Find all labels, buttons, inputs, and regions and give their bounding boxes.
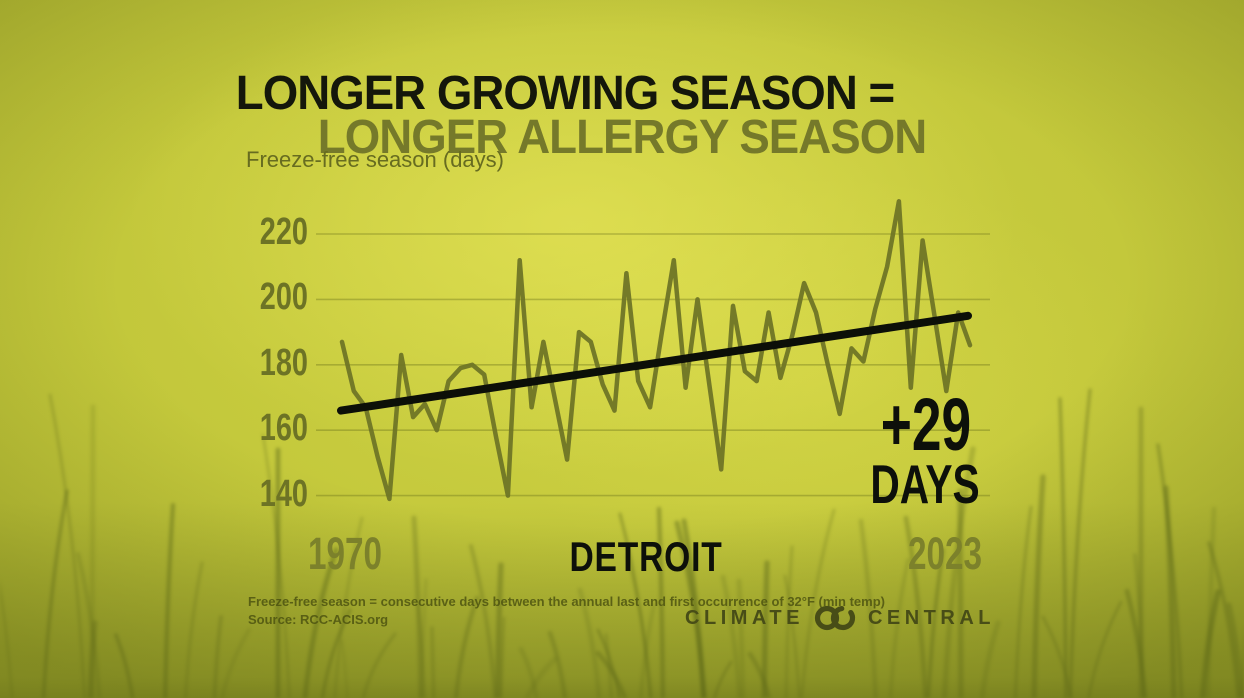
- trend-line: [337, 311, 972, 415]
- footnote: Freeze-free season = consecutive days be…: [248, 593, 885, 629]
- trend-change-value: +29: [880, 383, 972, 466]
- ytick-180: 180: [259, 342, 308, 384]
- title-line-1: LONGER GROWING SEASON =: [235, 67, 895, 120]
- logo-word-climate: CLIMATE: [685, 606, 804, 629]
- ytick-200: 200: [259, 276, 308, 318]
- trend-change-unit: DAYS: [870, 453, 980, 515]
- ytick-160: 160: [259, 407, 308, 449]
- title-line-2: LONGER ALLERGY SEASON: [317, 111, 927, 164]
- ytick-140: 140: [259, 473, 308, 515]
- xtick-end-year: 2023: [907, 528, 983, 579]
- logo-word-central: CENTRAL: [867, 606, 995, 629]
- freeze-season-line: [339, 199, 973, 502]
- xtick-start-year: 1970: [307, 528, 383, 579]
- climate-central-rings-icon: [814, 605, 856, 631]
- location-label: DETROIT: [569, 533, 723, 580]
- footnote-definition: Freeze-free season = consecutive days be…: [248, 594, 885, 609]
- climate-central-logo: CLIMATE CENTRAL: [685, 604, 995, 632]
- y-axis-unit-label: Freeze-free season (days): [246, 147, 504, 172]
- ytick-220: 220: [259, 211, 308, 253]
- footnote-source: Source: RCC-ACIS.org: [248, 612, 389, 627]
